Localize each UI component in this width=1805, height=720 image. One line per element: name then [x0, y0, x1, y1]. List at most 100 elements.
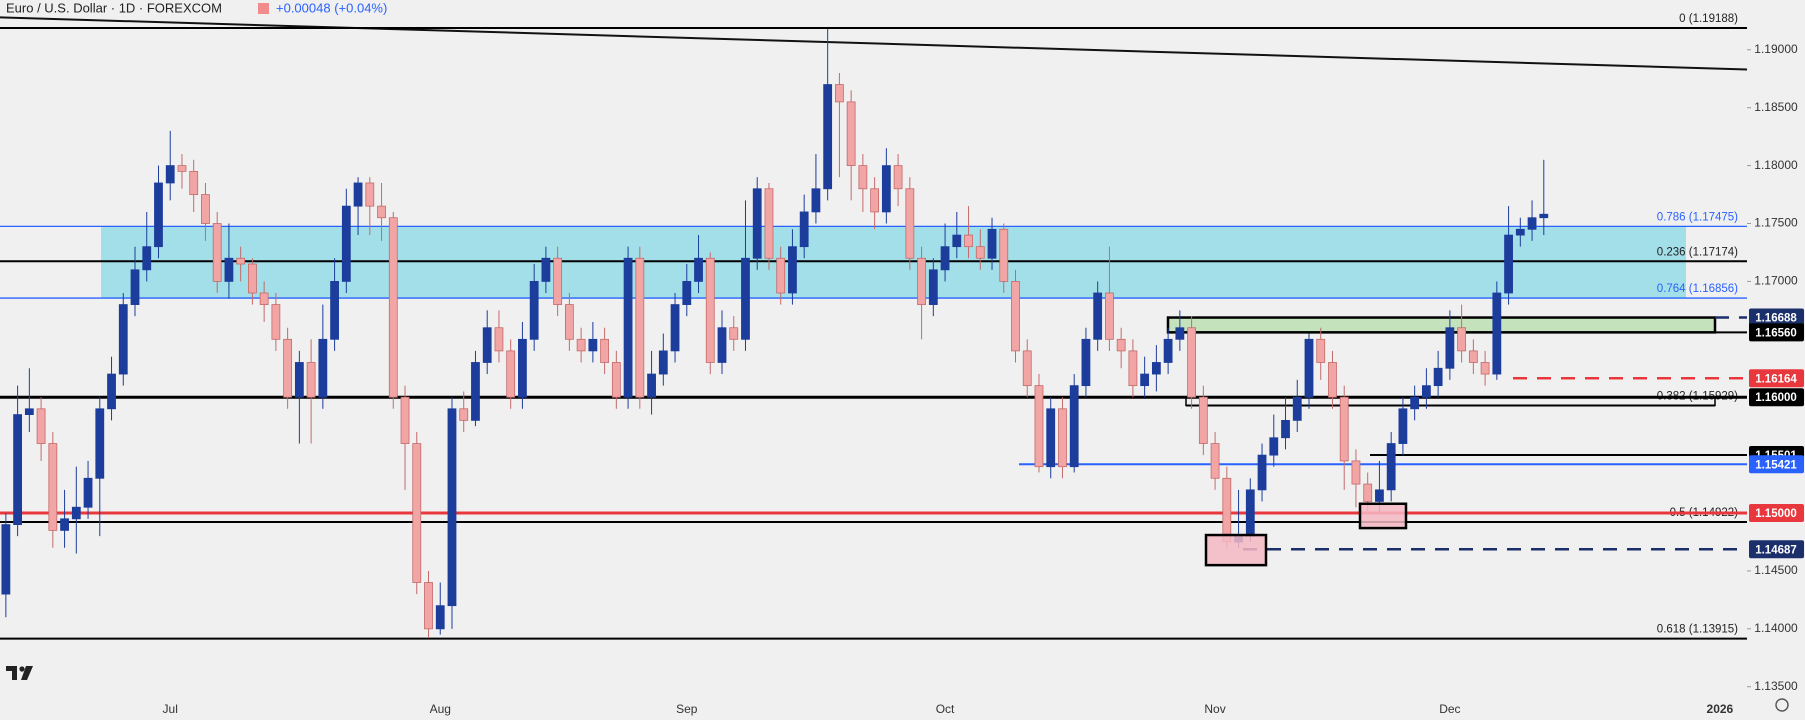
candle-body	[623, 257, 633, 398]
candle-body	[1328, 362, 1337, 398]
candle-body	[952, 234, 962, 248]
candle-body	[694, 257, 703, 282]
box	[1358, 502, 1408, 530]
price-badge-label: 1.16688	[1755, 313, 1797, 325]
candle-body	[341, 205, 351, 282]
candle-body	[1386, 443, 1396, 491]
candle-body	[36, 408, 46, 444]
candle-body	[1105, 292, 1114, 340]
candle-body	[999, 228, 1009, 282]
candle-body	[248, 263, 257, 294]
candle-body	[1187, 327, 1196, 398]
price-badge-label: 1.15421	[1755, 459, 1797, 471]
candle-body	[236, 257, 246, 265]
candle-body	[388, 217, 398, 398]
candle-body	[1363, 483, 1373, 502]
y-tick-label: 1.18000	[1754, 158, 1798, 172]
y-tick-label: 1.18500	[1754, 100, 1798, 114]
candle-body	[799, 211, 809, 248]
candle-body	[1292, 396, 1302, 421]
price-badge	[1749, 455, 1804, 474]
y-tick-label: 1.13500	[1754, 679, 1798, 693]
candle-body	[1351, 460, 1361, 485]
candle-body	[1433, 367, 1443, 387]
candle-body	[846, 101, 856, 167]
candle-body	[647, 373, 656, 398]
candle-body	[1, 524, 11, 595]
candle-body	[1375, 489, 1384, 502]
candle-body	[1210, 443, 1220, 479]
box	[1204, 533, 1268, 567]
candle-body	[975, 246, 985, 259]
candle-body	[142, 246, 152, 271]
settings-icon[interactable]	[1775, 698, 1789, 712]
candle-body	[764, 188, 774, 259]
candle-body	[1222, 477, 1232, 543]
candle-body	[330, 281, 339, 340]
plot: 0 (1.19188) 0.786 (1.17475) 0.236 (1.17174…	[0, 13, 1804, 716]
candle-body	[1198, 396, 1208, 444]
candle-body	[506, 350, 516, 398]
candle-body	[1011, 281, 1020, 352]
candle-body	[752, 188, 762, 259]
candle-body	[283, 338, 293, 398]
fib-label: 0.236 (1.17174)	[1657, 246, 1738, 258]
candle-body	[447, 408, 457, 607]
y-tick-label: 1.17000	[1754, 274, 1798, 288]
candle-body	[858, 165, 868, 190]
candle-body	[1022, 350, 1032, 387]
candle-body	[635, 257, 645, 398]
candle-body	[412, 443, 422, 583]
x-tick-label: Nov	[1204, 702, 1225, 716]
green-box	[1166, 316, 1717, 334]
candle-body	[1151, 362, 1161, 375]
candle-body	[271, 304, 281, 340]
price-badge	[1749, 540, 1804, 559]
candle-body	[494, 327, 504, 352]
candle-body	[576, 338, 586, 352]
candle-body	[893, 165, 903, 190]
candle-body	[1175, 327, 1185, 340]
candle-body	[928, 269, 938, 305]
alert-icon[interactable]	[258, 3, 269, 14]
candle-body	[212, 223, 222, 282]
candle-body	[1316, 338, 1326, 363]
candle-body	[154, 182, 163, 248]
candle-body	[600, 338, 610, 363]
candle-body	[588, 338, 598, 352]
candle-body	[611, 362, 621, 398]
candle-body	[964, 234, 973, 248]
candle-body	[1504, 234, 1513, 294]
candle-body	[306, 362, 316, 398]
candle-body	[1398, 408, 1408, 444]
x-tick-label: Sep	[676, 702, 698, 716]
x-tick-label: Oct	[936, 702, 955, 716]
candle-body	[13, 414, 23, 526]
candle-body	[518, 338, 527, 398]
candle-body	[1480, 362, 1490, 375]
candle-body	[788, 246, 797, 294]
y-tick-label: 1.19000	[1754, 42, 1798, 56]
candle-body	[741, 257, 750, 340]
candle-body	[1445, 327, 1455, 369]
candle-body	[811, 188, 821, 213]
candle-body	[1492, 292, 1502, 375]
fib-label: 0.764 (1.16856)	[1657, 283, 1738, 295]
candle-body	[1421, 385, 1431, 398]
candle-body	[83, 477, 93, 508]
candle-body	[377, 205, 386, 219]
candle-body	[1304, 338, 1314, 398]
candle-body	[1269, 437, 1279, 456]
candle-body	[353, 182, 363, 207]
candle-body	[1339, 396, 1349, 462]
candle-body	[130, 269, 140, 305]
candle-body	[1468, 350, 1478, 363]
price-badge-label: 1.16164	[1755, 373, 1797, 385]
candle-body	[1116, 338, 1126, 352]
candle-body	[400, 396, 410, 444]
fib-label: 0.618 (1.13915)	[1657, 624, 1738, 636]
tv-logo	[6, 666, 33, 680]
candle-body	[1410, 396, 1420, 410]
candle-body	[705, 257, 715, 363]
